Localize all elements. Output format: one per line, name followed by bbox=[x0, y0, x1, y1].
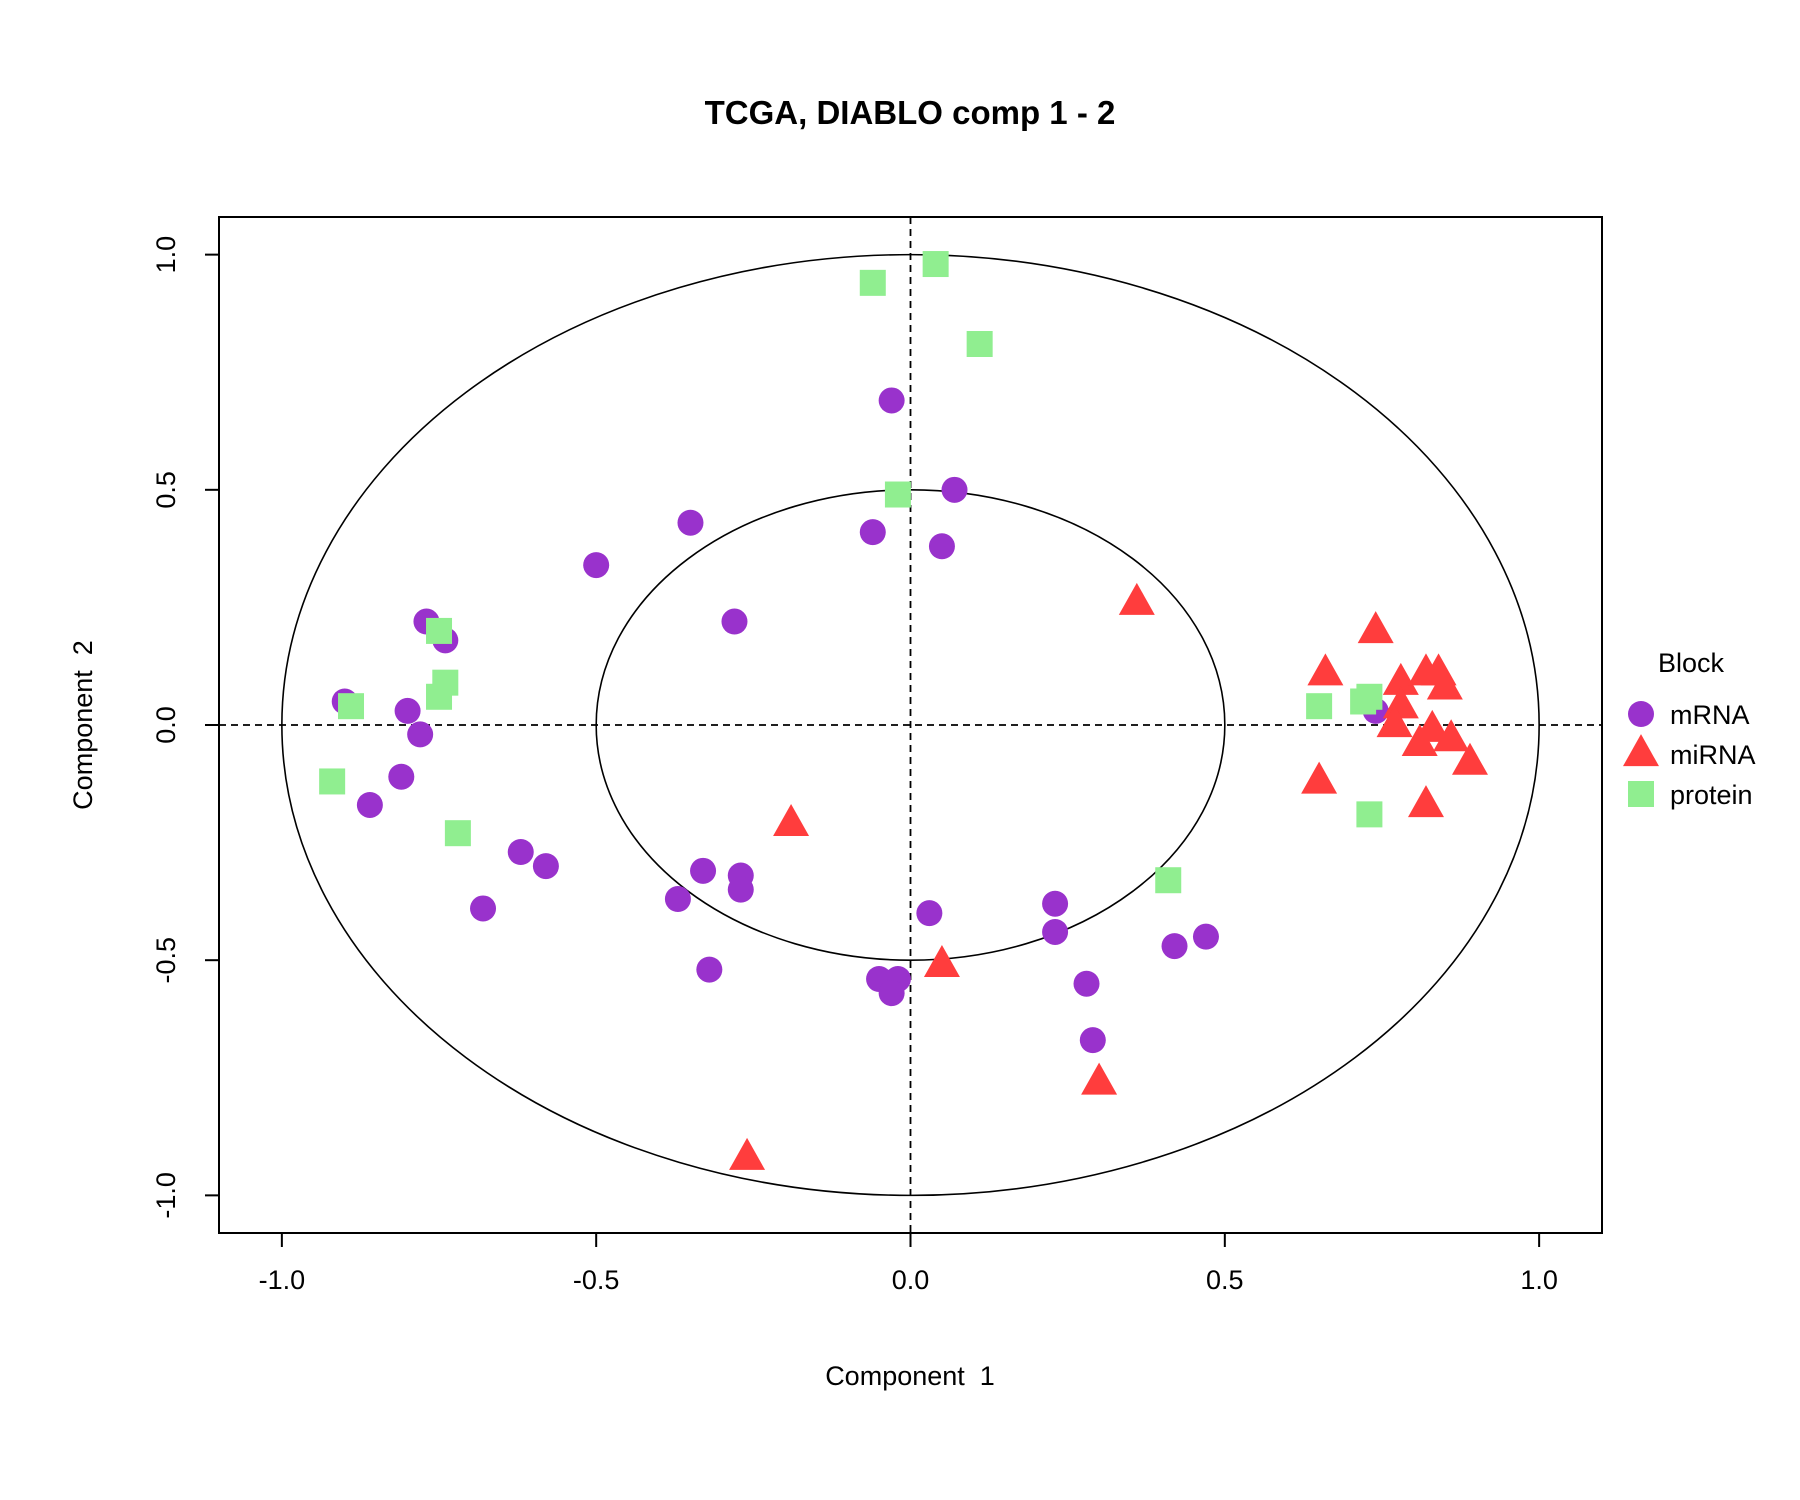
legend-label: protein bbox=[1670, 780, 1753, 810]
mirna-point bbox=[1307, 653, 1344, 686]
series-protein bbox=[319, 251, 1383, 894]
mrna-point bbox=[727, 876, 754, 903]
y-tick-label: 0.0 bbox=[151, 706, 181, 744]
mirna-point bbox=[1376, 705, 1413, 738]
mirna-point bbox=[1401, 723, 1438, 756]
y-tick-label: -0.5 bbox=[151, 937, 181, 984]
legend: Block mRNA miRNA protein bbox=[1623, 648, 1756, 810]
mrna-point bbox=[356, 791, 383, 818]
mrna-point bbox=[690, 857, 717, 884]
legend-marker-protein bbox=[1628, 781, 1654, 807]
data-points bbox=[319, 251, 1488, 1170]
mirna-point bbox=[1301, 761, 1338, 794]
mirna-point bbox=[1118, 582, 1155, 615]
mrna-point bbox=[696, 956, 723, 983]
legend-title: Block bbox=[1658, 648, 1725, 678]
mrna-point bbox=[859, 519, 886, 546]
y-tick-label: -1.0 bbox=[151, 1172, 181, 1219]
mirna-point bbox=[1451, 742, 1488, 775]
x-tick-label: 0.5 bbox=[1206, 1265, 1244, 1295]
protein-point bbox=[1356, 801, 1383, 828]
protein-point bbox=[884, 481, 911, 508]
mrna-point bbox=[1079, 1027, 1106, 1054]
mrna-point bbox=[388, 763, 415, 790]
mrna-point bbox=[532, 853, 559, 880]
mrna-point bbox=[583, 552, 610, 579]
legend-item-protein: protein bbox=[1628, 780, 1753, 810]
y-axis: -1.0 -0.5 0.0 0.5 1.0 bbox=[151, 236, 220, 1219]
y-tick-label: 1.0 bbox=[151, 236, 181, 274]
legend-marker-mrna bbox=[1628, 701, 1654, 727]
mirna-point bbox=[1357, 611, 1394, 644]
mrna-point bbox=[878, 387, 905, 414]
legend-label: miRNA bbox=[1670, 740, 1756, 770]
mrna-point bbox=[470, 895, 497, 922]
reference-lines bbox=[219, 217, 1602, 1233]
protein-point bbox=[338, 693, 365, 720]
x-tick-label: -1.0 bbox=[259, 1265, 306, 1295]
mrna-point bbox=[507, 839, 534, 865]
mirna-point bbox=[1382, 662, 1419, 695]
mrna-point bbox=[664, 886, 691, 913]
y-tick-label: 0.5 bbox=[151, 471, 181, 509]
mirna-point bbox=[1426, 667, 1463, 700]
mrna-point bbox=[1042, 918, 1069, 945]
mrna-point bbox=[1192, 923, 1219, 950]
x-tick-label: 1.0 bbox=[1520, 1265, 1558, 1295]
protein-point bbox=[1155, 867, 1182, 894]
mrna-point bbox=[928, 533, 955, 560]
legend-marker-mirna bbox=[1623, 734, 1659, 767]
protein-point bbox=[319, 768, 346, 795]
protein-point bbox=[966, 331, 993, 357]
mrna-point bbox=[677, 509, 704, 536]
legend-label: mRNA bbox=[1670, 700, 1750, 730]
y-axis-title: Component 2 bbox=[68, 640, 98, 810]
mirna-point bbox=[1407, 785, 1444, 818]
mirna-point bbox=[729, 1137, 766, 1170]
mrna-point bbox=[916, 900, 943, 927]
mirna-point bbox=[1081, 1062, 1118, 1095]
x-axis-title: Component 1 bbox=[825, 1361, 995, 1391]
x-tick-label: -0.5 bbox=[573, 1265, 620, 1295]
mrna-point bbox=[941, 476, 968, 503]
protein-point bbox=[426, 683, 453, 710]
mirna-point bbox=[773, 803, 810, 836]
mrna-point bbox=[1161, 933, 1188, 960]
mrna-point bbox=[407, 721, 434, 748]
mrna-point bbox=[1042, 890, 1069, 917]
protein-point bbox=[922, 251, 949, 278]
mrna-point bbox=[394, 697, 421, 724]
protein-point bbox=[444, 820, 471, 847]
x-tick-label: 0.0 bbox=[892, 1265, 930, 1295]
chart-title: TCGA, DIABLO comp 1 - 2 bbox=[705, 94, 1116, 131]
series-mirna bbox=[729, 582, 1488, 1170]
mrna-point bbox=[878, 980, 905, 1007]
mrna-point bbox=[721, 608, 748, 635]
protein-point bbox=[426, 617, 453, 644]
mirna-point bbox=[923, 945, 960, 978]
legend-item-mirna: miRNA bbox=[1623, 734, 1756, 770]
x-axis: -1.0 -0.5 0.0 0.5 1.0 bbox=[259, 1232, 1558, 1295]
mrna-point bbox=[1073, 970, 1100, 997]
protein-point bbox=[859, 269, 886, 296]
mirna-point bbox=[1433, 719, 1470, 752]
protein-point bbox=[1306, 693, 1333, 720]
protein-point bbox=[1356, 683, 1383, 710]
legend-item-mrna: mRNA bbox=[1628, 700, 1750, 730]
